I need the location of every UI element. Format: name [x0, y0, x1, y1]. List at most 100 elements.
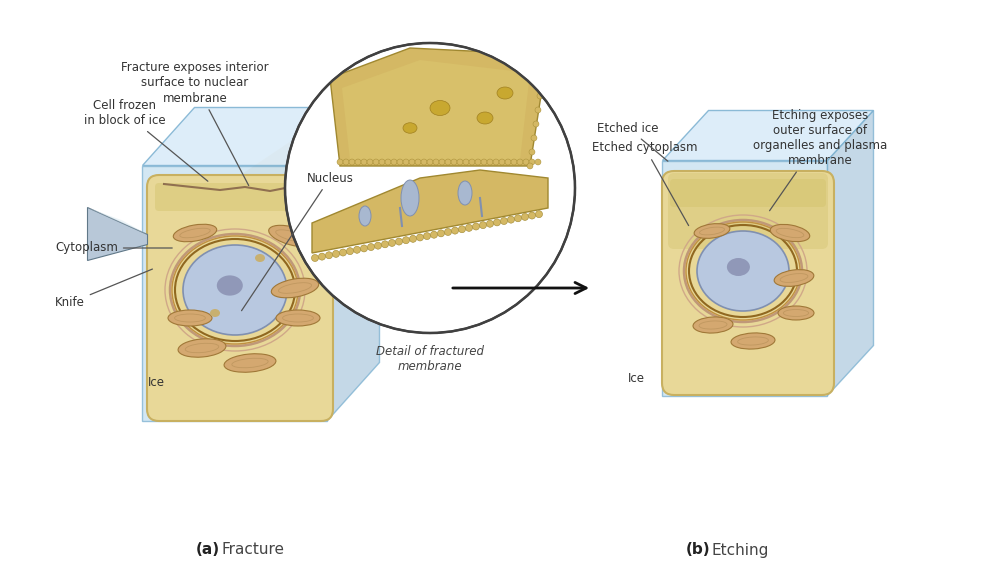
Circle shape	[353, 246, 360, 253]
Circle shape	[529, 212, 536, 219]
Polygon shape	[827, 110, 873, 395]
Circle shape	[541, 65, 547, 71]
Circle shape	[332, 250, 339, 257]
Polygon shape	[312, 170, 548, 253]
FancyBboxPatch shape	[662, 171, 834, 395]
Circle shape	[481, 159, 487, 165]
Circle shape	[423, 232, 430, 240]
Circle shape	[311, 254, 318, 261]
Circle shape	[529, 149, 535, 155]
Circle shape	[533, 121, 539, 127]
Circle shape	[536, 210, 543, 218]
Polygon shape	[663, 161, 827, 395]
Circle shape	[349, 159, 355, 165]
FancyBboxPatch shape	[668, 173, 828, 249]
Circle shape	[511, 159, 517, 165]
Circle shape	[535, 159, 541, 165]
Circle shape	[346, 247, 353, 255]
Polygon shape	[330, 48, 545, 166]
Ellipse shape	[271, 278, 318, 298]
Ellipse shape	[458, 181, 472, 205]
Circle shape	[415, 159, 421, 165]
Circle shape	[361, 159, 367, 165]
Circle shape	[475, 159, 481, 165]
Circle shape	[395, 238, 402, 245]
Circle shape	[285, 43, 575, 333]
Ellipse shape	[217, 275, 243, 295]
Text: (a): (a)	[196, 543, 220, 558]
Ellipse shape	[401, 180, 419, 216]
Circle shape	[469, 159, 475, 165]
Ellipse shape	[697, 231, 789, 311]
Circle shape	[463, 159, 469, 165]
Ellipse shape	[497, 87, 513, 99]
Circle shape	[433, 159, 439, 165]
Circle shape	[397, 159, 403, 165]
Text: Detail of fractured
membrane: Detail of fractured membrane	[376, 345, 484, 373]
Circle shape	[409, 235, 416, 242]
Circle shape	[339, 249, 346, 256]
Ellipse shape	[731, 333, 775, 349]
Circle shape	[508, 216, 515, 223]
Circle shape	[531, 135, 537, 141]
Circle shape	[499, 159, 505, 165]
Text: Fracture exposes interior
surface to nuclear
membrane: Fracture exposes interior surface to nuc…	[121, 61, 268, 186]
Circle shape	[451, 227, 458, 234]
Circle shape	[465, 224, 472, 231]
FancyBboxPatch shape	[155, 183, 325, 211]
Ellipse shape	[183, 245, 287, 335]
Circle shape	[385, 159, 391, 165]
Circle shape	[437, 230, 444, 237]
Ellipse shape	[174, 224, 217, 242]
Polygon shape	[88, 208, 148, 235]
Circle shape	[539, 79, 545, 85]
Circle shape	[505, 159, 511, 165]
Ellipse shape	[178, 339, 226, 357]
Circle shape	[535, 107, 541, 113]
Polygon shape	[327, 108, 379, 421]
Ellipse shape	[255, 254, 265, 262]
Circle shape	[493, 219, 501, 226]
Text: Ice: Ice	[628, 372, 645, 384]
Circle shape	[373, 159, 379, 165]
Circle shape	[402, 237, 409, 244]
Circle shape	[472, 223, 479, 230]
Circle shape	[367, 159, 373, 165]
Circle shape	[445, 159, 451, 165]
Ellipse shape	[225, 354, 275, 372]
Circle shape	[318, 253, 325, 260]
Ellipse shape	[359, 206, 371, 226]
Ellipse shape	[268, 225, 315, 247]
Ellipse shape	[774, 269, 813, 286]
Circle shape	[451, 159, 457, 165]
Circle shape	[430, 231, 437, 238]
Circle shape	[374, 242, 381, 249]
Polygon shape	[88, 208, 148, 261]
Circle shape	[517, 159, 523, 165]
Circle shape	[388, 239, 395, 246]
Circle shape	[421, 159, 427, 165]
FancyBboxPatch shape	[147, 175, 333, 421]
Polygon shape	[143, 108, 379, 165]
Ellipse shape	[778, 306, 814, 320]
Circle shape	[501, 217, 508, 224]
Circle shape	[527, 163, 533, 169]
Ellipse shape	[168, 310, 212, 326]
Polygon shape	[663, 110, 873, 161]
Ellipse shape	[693, 317, 733, 333]
Polygon shape	[230, 108, 500, 182]
Circle shape	[444, 228, 451, 235]
Ellipse shape	[276, 310, 320, 326]
Text: Nucleus: Nucleus	[242, 172, 353, 311]
Text: Fracture: Fracture	[222, 543, 285, 558]
Circle shape	[522, 213, 529, 220]
Text: Etched cytoplasm: Etched cytoplasm	[592, 142, 698, 225]
Circle shape	[487, 159, 493, 165]
Text: Etching: Etching	[712, 543, 769, 558]
Circle shape	[457, 159, 463, 165]
Circle shape	[403, 159, 409, 165]
Circle shape	[379, 159, 385, 165]
Ellipse shape	[403, 123, 417, 134]
Circle shape	[409, 159, 415, 165]
Ellipse shape	[770, 224, 809, 242]
